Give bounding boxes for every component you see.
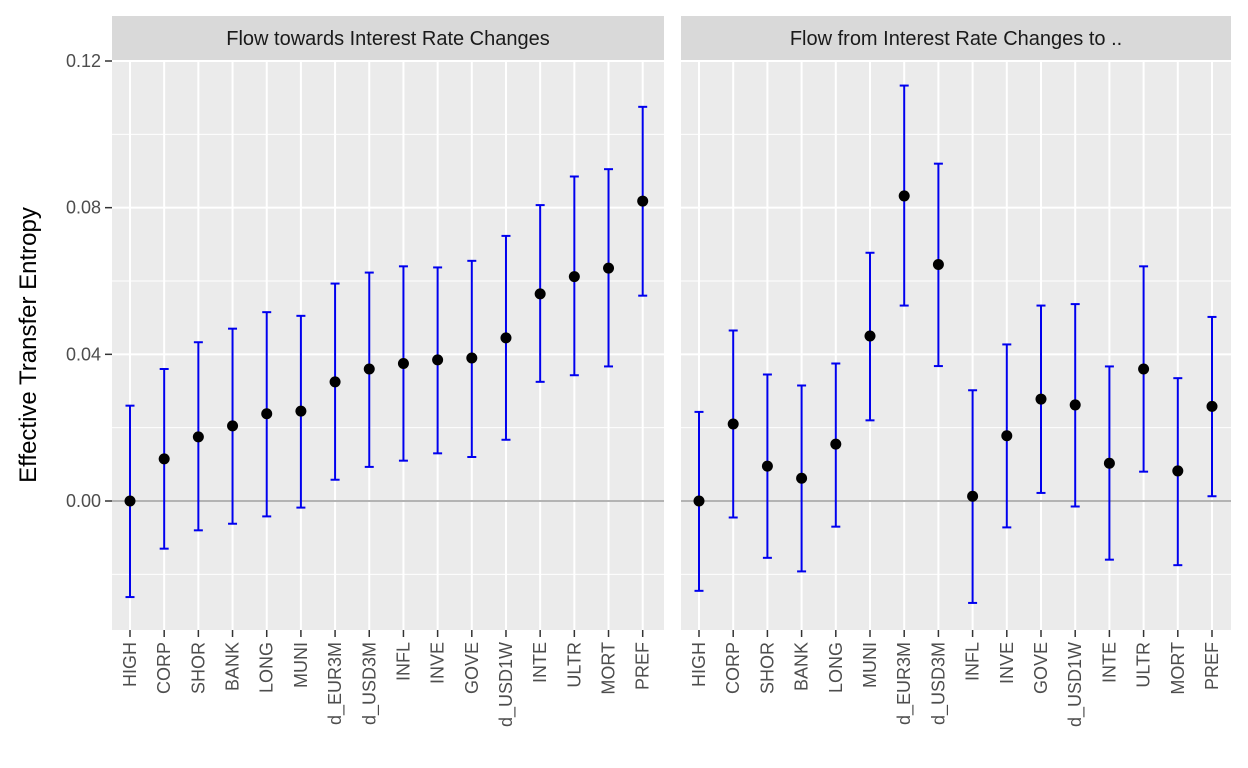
x-tick-label: d_USD1W [1065, 642, 1086, 727]
x-tick-label: MORT [1168, 642, 1188, 695]
data-point [1138, 363, 1150, 375]
data-point [227, 420, 239, 432]
data-point [1001, 430, 1013, 442]
data-point [1035, 393, 1047, 405]
x-tick-label: INVE [997, 642, 1017, 684]
panel-background [112, 60, 664, 630]
data-point [192, 431, 204, 443]
data-point [397, 358, 409, 369]
y-tick-label: 0.12 [66, 51, 101, 71]
x-tick-label: INFL [963, 642, 983, 681]
x-tick-label: INVE [428, 642, 448, 684]
facets: Flow towards Interest Rate Changes HIGH CO… [112, 16, 1231, 727]
data-point [295, 405, 307, 417]
y-tick-label: 0.08 [66, 198, 101, 218]
x-tick-label: d_EUR3M [894, 642, 915, 725]
data-point [967, 490, 979, 502]
data-point [261, 408, 273, 420]
panel-background [681, 60, 1231, 630]
x-tick-label: d_USD3M [359, 642, 380, 725]
facet-title: Flow from Interest Rate Changes to .. [790, 28, 1122, 50]
x-tick-label: PREF [1202, 642, 1222, 690]
data-point [830, 438, 842, 450]
x-tick-label: ULTR [564, 642, 584, 688]
y-tick-label: 0.04 [66, 344, 101, 364]
x-tick-label: HIGH [120, 642, 140, 687]
y-axis: 0.00 0.04 0.08 0.12 [66, 51, 112, 511]
x-tick-label: SHOR [757, 642, 777, 694]
x-tick-label: INFL [393, 642, 413, 681]
data-point [1069, 399, 1081, 411]
facet-strip [112, 16, 664, 60]
x-tick-label: ULTR [1134, 642, 1154, 688]
data-point [796, 472, 808, 484]
y-tick-label: 0.00 [66, 491, 101, 511]
x-tick-label: d_EUR3M [325, 642, 346, 725]
x-tick-label: HIGH [689, 642, 709, 687]
x-tick-label: LONG [826, 642, 846, 693]
data-point [1206, 400, 1218, 412]
data-point [432, 354, 444, 366]
data-point [637, 195, 649, 207]
x-tick-label: CORP [154, 642, 174, 694]
x-tick-label: BANK [792, 642, 812, 691]
data-point [932, 259, 944, 270]
x-tick-label: PREF [633, 642, 653, 690]
x-tick-label: CORP [723, 642, 743, 694]
x-tick-label: BANK [223, 642, 243, 691]
data-point [864, 330, 876, 342]
data-point [603, 262, 615, 274]
data-point [124, 495, 136, 507]
x-tick-label: MUNI [291, 642, 311, 688]
data-point [534, 288, 546, 300]
data-point [761, 460, 773, 472]
y-axis-title: Effective Transfer Entropy [15, 207, 42, 483]
data-point [568, 271, 580, 283]
data-point [693, 495, 705, 507]
data-point [466, 352, 478, 364]
facet-strip [681, 16, 1231, 60]
x-tick-label: INTE [530, 642, 550, 683]
x-tick-label: LONG [257, 642, 277, 693]
x-tick-label: MUNI [860, 642, 880, 688]
x-tick-label: MORT [599, 642, 619, 695]
x-tick-label: d_USD1W [496, 642, 517, 727]
x-tick-label: GOVE [462, 642, 482, 694]
data-point [898, 190, 910, 202]
x-tick-label: INTE [1099, 642, 1119, 683]
facet-panel-2: Flow from Interest Rate Changes to .. HIG… [681, 16, 1231, 727]
facet-panel-1: Flow towards Interest Rate Changes HIGH CO… [112, 16, 664, 727]
data-point [1172, 465, 1184, 477]
facet-title: Flow towards Interest Rate Changes [226, 28, 550, 50]
data-point [363, 363, 375, 375]
data-point [500, 332, 512, 344]
data-point [329, 376, 341, 388]
x-tick-label: d_USD3M [928, 642, 949, 725]
data-point [1103, 457, 1115, 469]
data-point [158, 453, 170, 465]
data-point [727, 418, 739, 430]
x-tick-label: GOVE [1031, 642, 1051, 694]
x-tick-label: SHOR [188, 642, 208, 694]
